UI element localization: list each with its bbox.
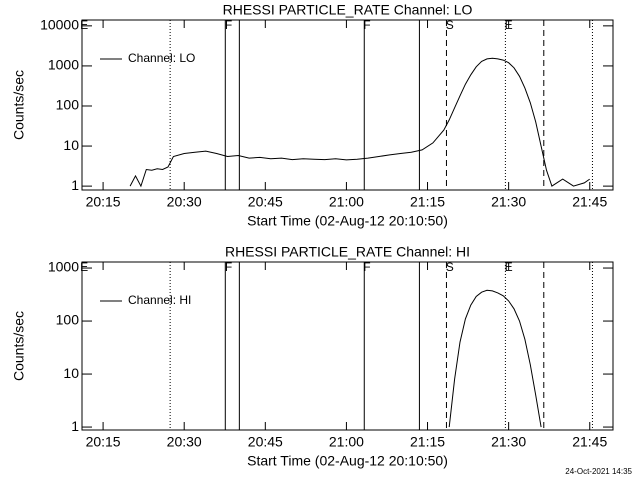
annotation: E [80,260,88,274]
annotation: E [505,18,513,32]
x-tick-label: 20:15 [86,194,121,210]
x-tick-label: 20:30 [167,434,202,450]
y-tick-label: 100 [56,97,80,113]
x-tick-label: 21:15 [410,434,445,450]
annotation: F [363,260,370,274]
legend-label: Channel: HI [128,293,191,307]
annotation: F [363,18,370,32]
y-tick-label: 10000 [40,17,79,33]
y-axis-label: Counts/sec [11,70,27,140]
y-axis-label: Counts/sec [11,311,27,381]
annotation: E [80,18,88,32]
plot-frame [81,261,614,431]
x-tick-label: 21:30 [491,434,526,450]
x-axis-label: Start Time (02-Aug-12 20:10:50) [247,213,448,229]
y-tick-label: 1 [71,418,79,434]
y-tick-label: 1000 [48,57,79,73]
x-axis-label: Start Time (02-Aug-12 20:10:50) [247,453,448,469]
y-tick-label: 100 [56,312,80,328]
x-tick-label: 21:15 [410,194,445,210]
x-tick-label: 21:00 [329,434,364,450]
x-tick-label: 20:45 [248,194,283,210]
y-tick-label: 10 [63,137,79,153]
annotation: F [225,18,232,32]
x-tick-label: 20:15 [86,434,121,450]
legend-label: Channel: LO [128,51,195,65]
annotation: S [446,18,454,32]
plot-frame [81,19,614,191]
y-tick-label: 1000 [48,259,79,275]
y-tick-label: 1 [71,177,79,193]
data-line [129,57,590,188]
x-tick-label: 21:00 [329,194,364,210]
chart-title: RHESSI PARTICLE_RATE Channel: LO [223,2,473,18]
x-tick-label: 21:45 [572,434,607,450]
annotation: E [505,260,513,274]
y-tick-label: 10 [63,365,79,381]
annotation: S [446,260,454,274]
x-tick-label: 20:45 [248,434,283,450]
data-line [448,289,542,428]
annotation: F [225,260,232,274]
x-tick-label: 21:30 [491,194,526,210]
x-tick-label: 20:30 [167,194,202,210]
x-tick-label: 21:45 [572,194,607,210]
chart-title: RHESSI PARTICLE_RATE Channel: HI [225,244,470,260]
footer: 24-Oct-2021 14:35 [565,467,632,476]
